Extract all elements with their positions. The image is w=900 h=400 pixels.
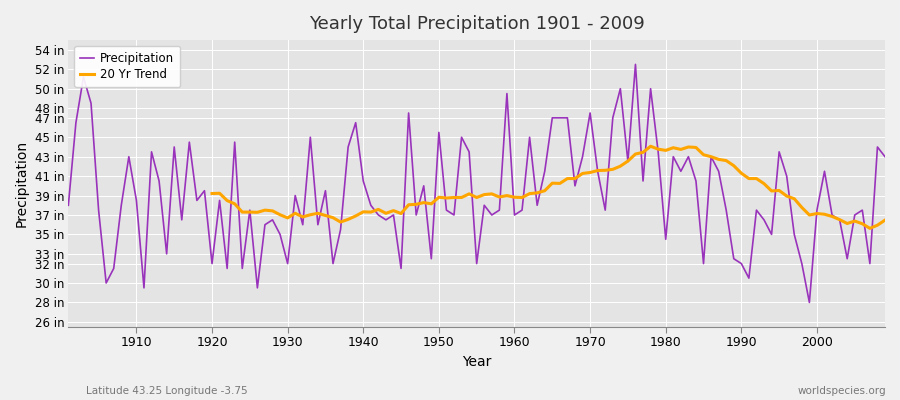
Precipitation [509,212,520,217]
Precipitation [123,154,134,159]
Title: Yearly Total Precipitation 1901 - 2009: Yearly Total Precipitation 1901 - 2009 [309,15,644,33]
X-axis label: Year: Year [462,355,491,369]
Line: 20 Yr Trend: 20 Yr Trend [212,146,885,228]
Text: worldspecies.org: worldspecies.org [798,386,886,396]
Precipitation [501,91,512,96]
Precipitation [879,154,890,159]
20 Yr Trend [297,214,308,219]
Text: Latitude 43.25 Longitude -3.75: Latitude 43.25 Longitude -3.75 [86,386,248,396]
Precipitation [599,208,610,212]
Precipitation [804,300,814,305]
20 Yr Trend [645,144,656,149]
20 Yr Trend [857,221,868,226]
20 Yr Trend [410,202,421,207]
20 Yr Trend [865,226,876,231]
Precipitation [63,203,74,208]
Y-axis label: Precipitation: Precipitation [15,140,29,227]
Precipitation [630,62,641,67]
20 Yr Trend [879,218,890,222]
20 Yr Trend [683,144,694,149]
20 Yr Trend [774,188,785,193]
20 Yr Trend [207,191,218,196]
Legend: Precipitation, 20 Yr Trend: Precipitation, 20 Yr Trend [75,46,180,87]
Precipitation [290,193,301,198]
Line: Precipitation: Precipitation [68,64,885,302]
Precipitation [335,227,346,232]
20 Yr Trend [789,196,800,201]
